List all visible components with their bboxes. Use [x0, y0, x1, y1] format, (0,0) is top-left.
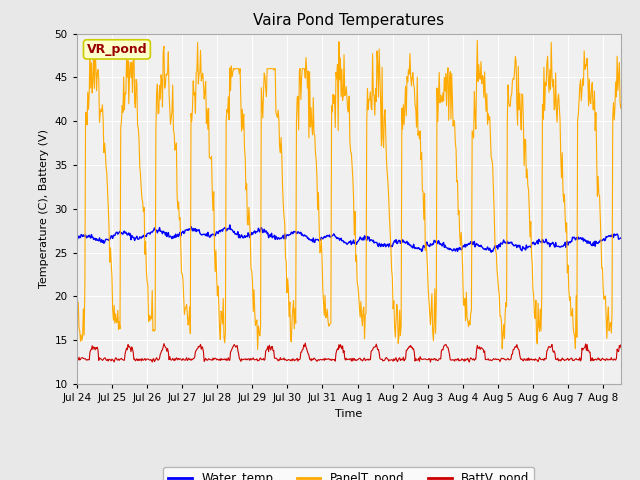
Line: PanelT_pond: PanelT_pond [77, 40, 621, 349]
Water_temp [226, 222, 234, 228]
PanelT_pond [75, 325, 83, 331]
Water_temp [488, 249, 495, 255]
BattV_pond [326, 357, 334, 363]
Title: Vaira Pond Temperatures: Vaira Pond Temperatures [253, 13, 444, 28]
PanelT_pond [617, 106, 625, 111]
Water_temp [464, 242, 472, 248]
BattV_pond [301, 340, 309, 346]
Line: BattV_pond: BattV_pond [77, 343, 621, 362]
BattV_pond [73, 358, 81, 364]
X-axis label: Time: Time [335, 408, 362, 419]
Water_temp [477, 242, 484, 248]
BattV_pond [464, 355, 472, 361]
Water_temp [306, 236, 314, 242]
PanelT_pond [254, 347, 262, 352]
Water_temp [149, 228, 157, 234]
BattV_pond [465, 359, 473, 365]
Water_temp [73, 236, 81, 242]
Text: VR_pond: VR_pond [86, 43, 147, 56]
PanelT_pond [306, 69, 314, 75]
PanelT_pond [464, 317, 472, 323]
BattV_pond [149, 356, 157, 362]
PanelT_pond [73, 269, 81, 275]
BattV_pond [617, 342, 625, 348]
PanelT_pond [326, 321, 334, 326]
Water_temp [617, 235, 625, 241]
PanelT_pond [478, 81, 486, 86]
BattV_pond [306, 356, 314, 362]
BattV_pond [75, 354, 83, 360]
Legend: Water_temp, PanelT_pond, BattV_pond: Water_temp, PanelT_pond, BattV_pond [163, 467, 534, 480]
Water_temp [326, 234, 334, 240]
Y-axis label: Temperature (C), Battery (V): Temperature (C), Battery (V) [39, 129, 49, 288]
Water_temp [75, 233, 83, 239]
PanelT_pond [149, 328, 157, 334]
Line: Water_temp: Water_temp [77, 225, 621, 252]
PanelT_pond [474, 37, 481, 43]
BattV_pond [478, 345, 486, 351]
